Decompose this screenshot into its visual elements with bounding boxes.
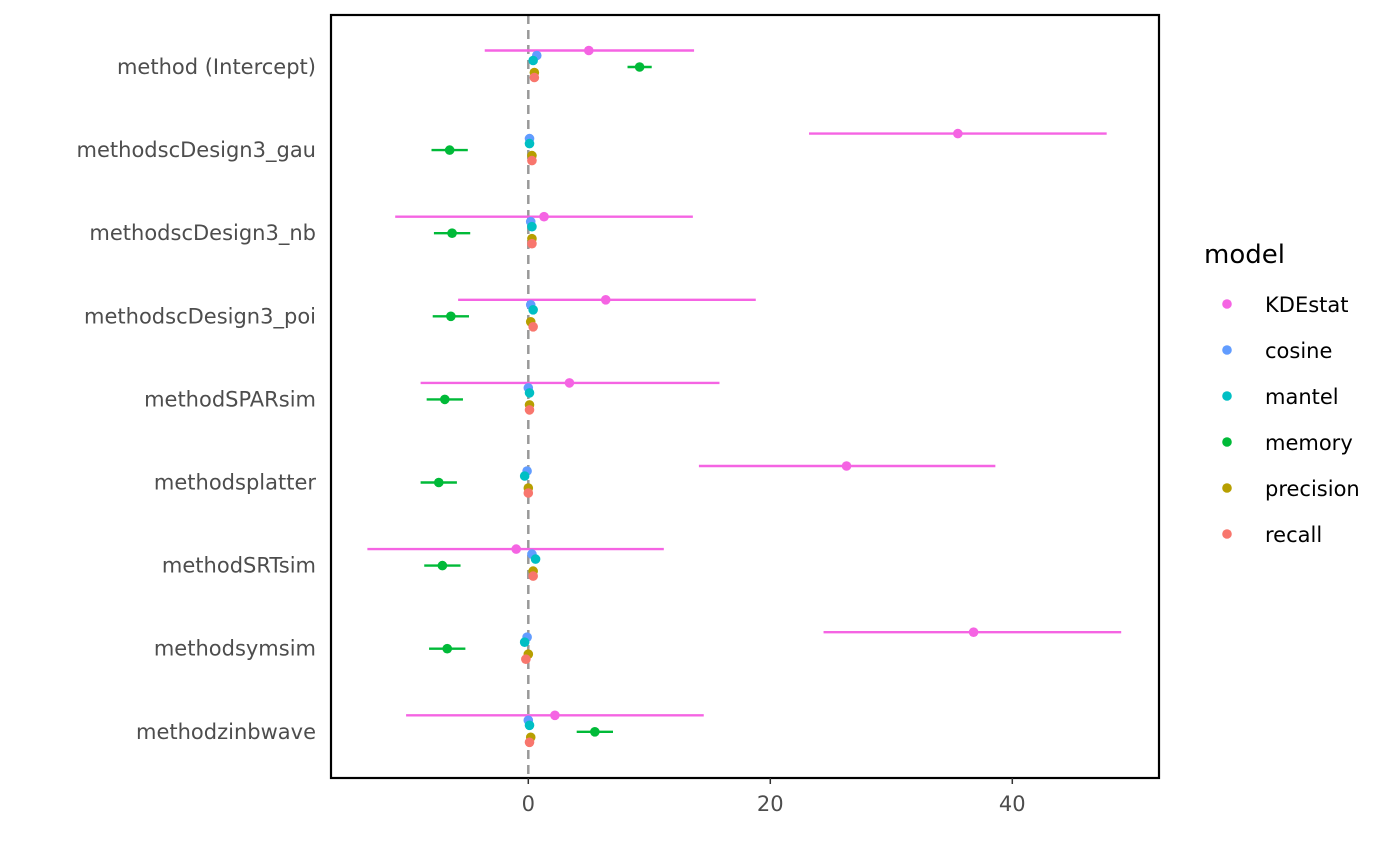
point-recall	[528, 571, 538, 581]
y-tick-label: methodSRTsim	[162, 554, 316, 578]
x-tick-label: 20	[757, 792, 784, 816]
legend-item-precision: precision	[1222, 477, 1360, 501]
y-tick-label: methodzinbwave	[136, 720, 316, 744]
point-kdestat	[564, 378, 575, 388]
point-recall	[528, 322, 538, 332]
legend-item-mantel: mantel	[1222, 385, 1339, 409]
point-memory	[433, 477, 444, 488]
point-recall	[524, 737, 535, 748]
legend: model KDEstat cosine mantel memory precision r…	[1204, 240, 1360, 547]
point-mantel	[530, 554, 541, 564]
point-memory	[444, 145, 455, 155]
point-kdestat	[968, 627, 979, 637]
point-kdestat	[953, 128, 963, 139]
legend-label: recall	[1265, 523, 1322, 547]
point-mantel	[528, 55, 538, 66]
point-memory	[446, 311, 456, 322]
point-memory	[590, 727, 600, 737]
plot-panel-border	[329, 13, 1161, 780]
legend-label: precision	[1265, 477, 1360, 501]
error-bars-layer	[367, 49, 1122, 733]
legend-key	[1222, 391, 1232, 401]
point-recall	[521, 654, 531, 664]
point-kdestat	[841, 461, 852, 471]
point-kdestat	[584, 45, 594, 56]
y-tick-label: methodscDesign3_poi	[84, 304, 316, 329]
y-tick-label: methodsplatter	[154, 471, 316, 495]
point-memory	[437, 560, 448, 571]
legend-label: memory	[1265, 431, 1353, 455]
x-tick-label: 0	[522, 792, 535, 816]
legend-item-kdestat: KDEstat	[1222, 293, 1349, 317]
legend-label: cosine	[1265, 339, 1332, 363]
point-memory	[634, 62, 645, 72]
point-mantel	[519, 637, 530, 647]
point-kdestat	[550, 710, 560, 721]
y-tick-label: methodscDesign3_gau	[77, 138, 316, 163]
legend-key	[1222, 529, 1232, 539]
point-kdestat	[600, 295, 611, 305]
point-recall	[527, 238, 537, 249]
legend-label: KDEstat	[1265, 293, 1349, 317]
point-mantel	[527, 221, 537, 232]
points-layer	[433, 45, 979, 748]
y-tick-label: method (Intercept)	[117, 55, 316, 79]
y-tick-label: methodsymsim	[154, 637, 316, 661]
point-recall	[529, 72, 540, 83]
point-recall	[527, 155, 537, 166]
point-mantel	[524, 388, 535, 398]
y-tick-label: methodSPARsim	[144, 387, 316, 411]
legend-key	[1222, 299, 1232, 309]
point-memory	[442, 643, 453, 654]
legend-item-memory: memory	[1222, 431, 1353, 455]
point-kdestat	[539, 211, 549, 222]
point-mantel	[524, 138, 535, 149]
x-axis-ticks: 0 20 40	[522, 778, 1026, 816]
point-recall	[524, 405, 535, 415]
point-mantel	[524, 720, 535, 731]
legend-key	[1222, 345, 1232, 355]
legend-title: model	[1204, 240, 1285, 270]
point-recall	[523, 488, 534, 498]
y-tick-label: methodscDesign3_nb	[89, 221, 316, 246]
point-kdestat	[511, 544, 521, 554]
y-axis-labels: method (Intercept) methodscDesign3_gaumet…	[77, 55, 317, 744]
legend-item-recall: recall	[1222, 523, 1322, 547]
legend-key	[1222, 437, 1232, 447]
point-memory	[440, 394, 450, 405]
point-mantel	[519, 471, 530, 481]
legend-item-cosine: cosine	[1222, 339, 1332, 363]
legend-label: mantel	[1265, 385, 1339, 409]
point-memory	[447, 228, 457, 238]
x-tick-label: 40	[999, 792, 1026, 816]
legend-key	[1222, 483, 1232, 493]
point-mantel	[528, 305, 538, 315]
